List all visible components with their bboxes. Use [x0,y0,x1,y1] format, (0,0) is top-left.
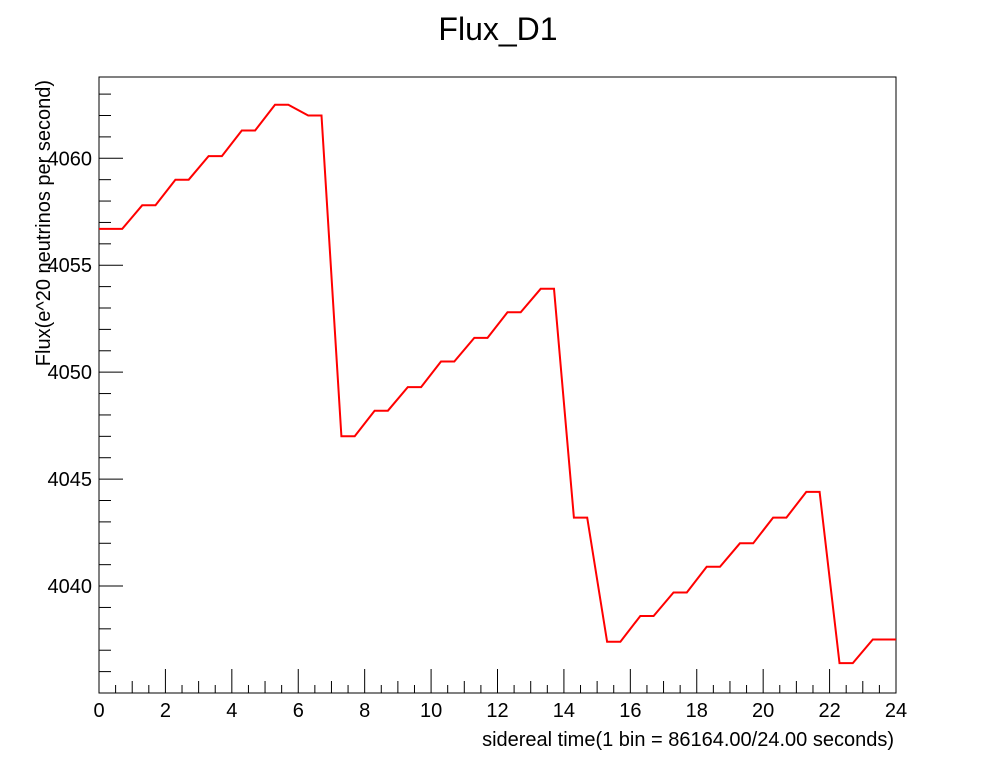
x-axis-tick-labels: 0 2 4 6 8 10 12 14 16 18 20 22 24 [93,700,907,722]
series-line [99,103,896,665]
x-tick-label: 10 [420,700,442,722]
x-tick-label: 2 [160,700,171,722]
x-tick-label: 24 [885,700,907,722]
x-tick-label: 4 [226,700,237,722]
x-tick-label: 12 [486,700,508,722]
x-tick-label: 0 [93,700,104,722]
y-tick-label: 4050 [48,362,93,384]
x-axis-ticks [98,669,897,693]
x-tick-label: 22 [818,700,840,722]
y-tick-label: 4045 [48,469,93,491]
x-tick-label: 20 [752,700,774,722]
y-axis-title: Flux(e^20 neutrinos per second) [33,80,55,366]
y-axis-ticks [99,93,123,694]
chart-title: Flux_D1 [438,11,557,47]
x-tick-label: 8 [359,700,370,722]
y-tick-label: 4060 [48,148,93,170]
x-axis-title: sidereal time(1 bin = 86164.00/24.00 sec… [482,729,894,751]
plot-frame [98,76,897,694]
x-tick-label: 16 [619,700,641,722]
y-axis-tick-labels: 4040 4045 4050 4055 4060 [48,148,93,598]
x-tick-label: 6 [293,700,304,722]
x-tick-label: 18 [686,700,708,722]
x-tick-label: 14 [553,700,575,722]
y-tick-label: 4055 [48,255,93,277]
y-tick-label: 4040 [48,576,93,598]
